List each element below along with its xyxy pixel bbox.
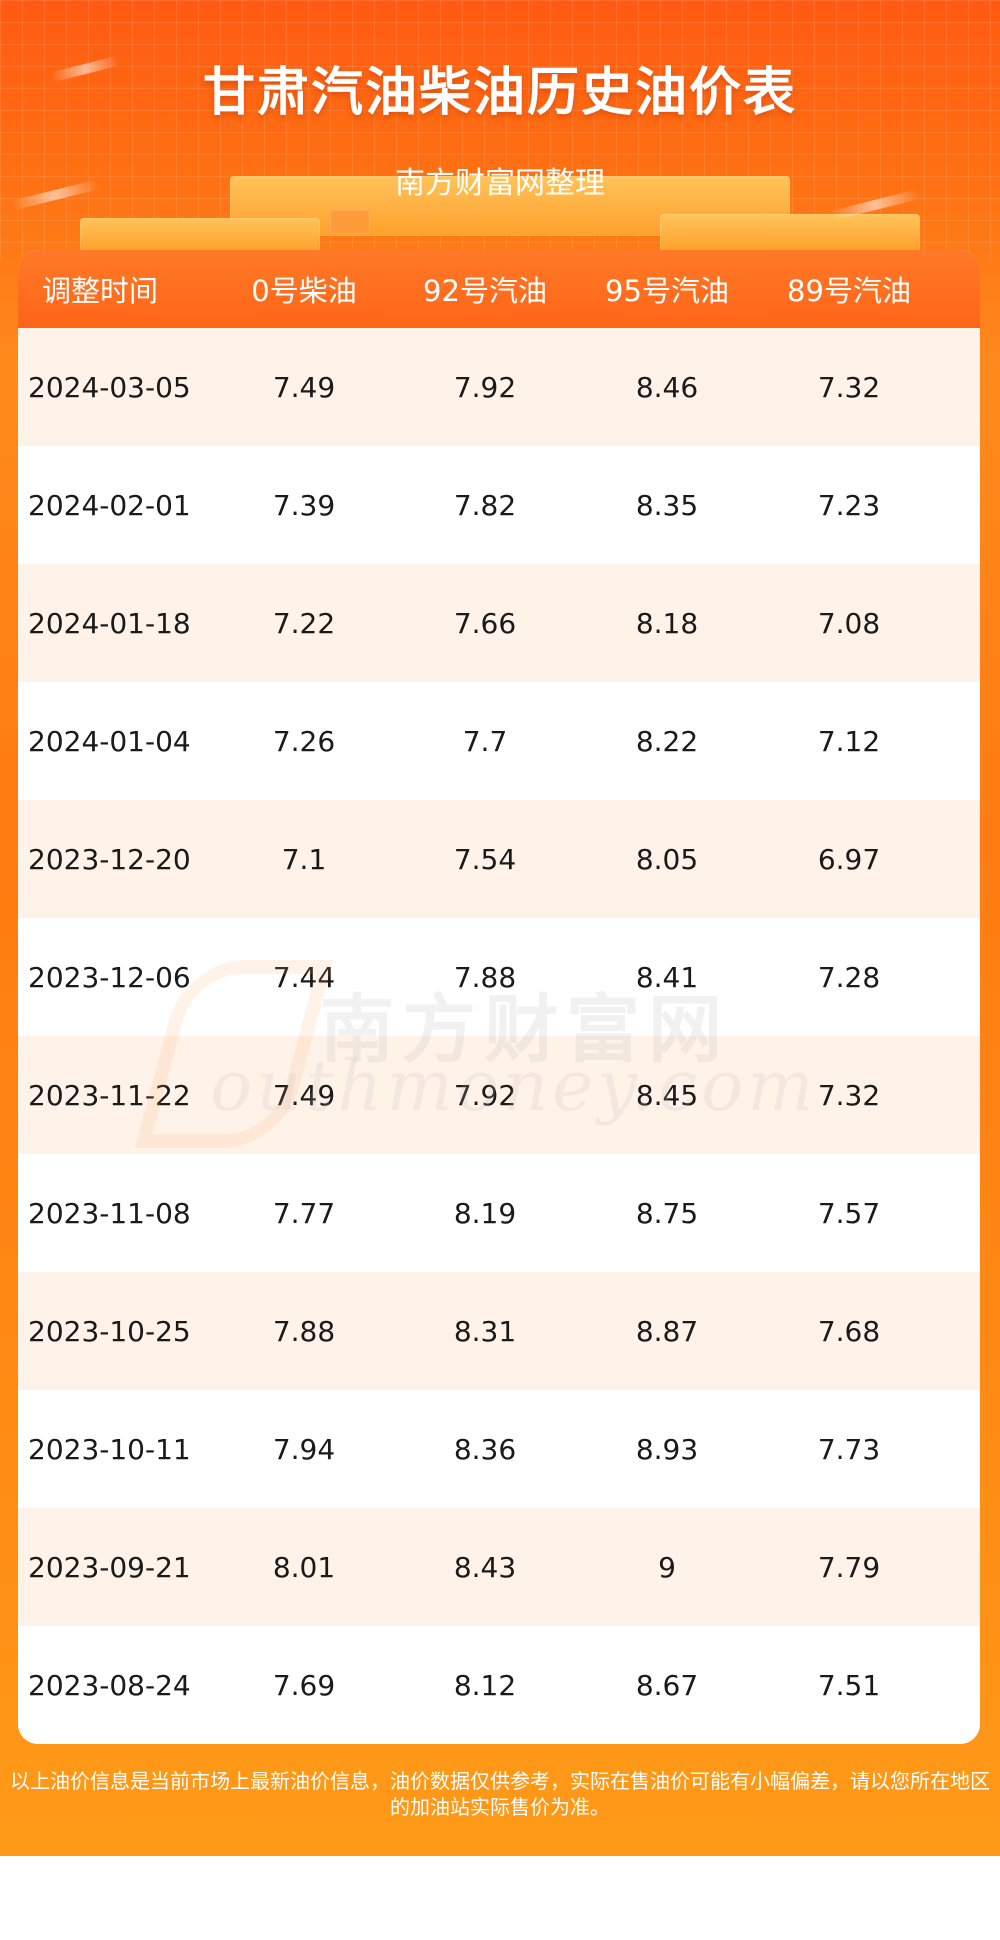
table-row: 2023-10-25 7.88 8.31 8.87 7.68 xyxy=(18,1272,980,1390)
cell-diesel-0: 7.49 xyxy=(272,370,336,404)
decor-block xyxy=(80,218,320,252)
cell-gasoline-89: 7.08 xyxy=(817,606,881,640)
cell-gasoline-95: 8.41 xyxy=(635,960,699,994)
cell-gasoline-95: 8.35 xyxy=(635,488,699,522)
cell-diesel-0: 7.1 xyxy=(281,842,327,876)
cell-gasoline-92: 8.19 xyxy=(453,1196,517,1230)
cell-gasoline-89: 7.57 xyxy=(817,1196,881,1230)
cell-gasoline-95: 8.22 xyxy=(635,724,699,758)
cell-gasoline-92: 8.36 xyxy=(453,1432,517,1466)
cell-gasoline-95: 8.18 xyxy=(635,606,699,640)
cell-gasoline-89: 7.73 xyxy=(817,1432,881,1466)
cell-gasoline-95: 8.45 xyxy=(635,1078,699,1112)
cell-gasoline-95: 8.67 xyxy=(635,1668,699,1702)
table-row: 2024-01-18 7.22 7.66 8.18 7.08 xyxy=(18,564,980,682)
cell-date: 2023-12-20 xyxy=(28,842,191,876)
cell-gasoline-95: 8.87 xyxy=(635,1314,699,1348)
cell-gasoline-95: 8.46 xyxy=(635,370,699,404)
cell-gasoline-95: 8.05 xyxy=(635,842,699,876)
cell-diesel-0: 7.22 xyxy=(272,606,336,640)
cell-gasoline-92: 7.7 xyxy=(462,724,508,758)
table-row: 2023-10-11 7.94 8.36 8.93 7.73 xyxy=(18,1390,980,1508)
cell-gasoline-89: 7.23 xyxy=(817,488,881,522)
cell-diesel-0: 7.77 xyxy=(272,1196,336,1230)
table-row: 2023-12-06 7.44 7.88 8.41 7.28 xyxy=(18,918,980,1036)
cell-diesel-0: 7.26 xyxy=(272,724,336,758)
cell-gasoline-89: 7.32 xyxy=(817,1078,881,1112)
cell-diesel-0: 8.01 xyxy=(272,1550,336,1584)
cell-gasoline-89: 7.79 xyxy=(817,1550,881,1584)
cell-gasoline-89: 7.32 xyxy=(817,370,881,404)
cell-date: 2024-01-18 xyxy=(28,606,191,640)
cell-date: 2023-10-11 xyxy=(28,1432,191,1466)
decor-block xyxy=(660,214,920,252)
cell-date: 2024-02-01 xyxy=(28,488,191,522)
table-row: 2024-02-01 7.39 7.82 8.35 7.23 xyxy=(18,446,980,564)
column-header-diesel-0: 0号柴油 xyxy=(251,274,357,308)
column-header-date: 调整时间 xyxy=(42,274,159,308)
cell-diesel-0: 7.44 xyxy=(272,960,336,994)
cell-date: 2023-10-25 xyxy=(28,1314,191,1348)
cell-date: 2024-03-05 xyxy=(28,370,191,404)
cell-gasoline-95: 8.75 xyxy=(635,1196,699,1230)
cell-gasoline-92: 7.92 xyxy=(453,1078,517,1112)
cell-gasoline-92: 7.54 xyxy=(453,842,517,876)
cell-diesel-0: 7.69 xyxy=(272,1668,336,1702)
cell-gasoline-92: 8.31 xyxy=(453,1314,517,1348)
cell-gasoline-92: 7.88 xyxy=(453,960,517,994)
cell-gasoline-89: 6.97 xyxy=(817,842,881,876)
cell-gasoline-89: 7.51 xyxy=(817,1668,881,1702)
cell-gasoline-92: 7.66 xyxy=(453,606,517,640)
page-subtitle: 南方财富网整理 xyxy=(395,166,605,201)
column-header-gasoline-92: 92号汽油 xyxy=(423,274,547,308)
cell-gasoline-95: 9 xyxy=(658,1550,676,1584)
cell-date: 2023-12-06 xyxy=(28,960,191,994)
cell-date: 2024-01-04 xyxy=(28,724,191,758)
cell-date: 2023-11-08 xyxy=(28,1196,191,1230)
cell-date: 2023-08-24 xyxy=(28,1668,191,1702)
column-header-gasoline-89: 89号汽油 xyxy=(787,274,911,308)
cell-gasoline-92: 8.43 xyxy=(453,1550,517,1584)
table-header: 调整时间 0号柴油 92号汽油 95号汽油 89号汽油 xyxy=(18,250,980,328)
cell-date: 2023-09-21 xyxy=(28,1550,191,1584)
column-header-gasoline-95: 95号汽油 xyxy=(605,274,729,308)
cell-diesel-0: 7.39 xyxy=(272,488,336,522)
cell-gasoline-89: 7.28 xyxy=(817,960,881,994)
decor-block xyxy=(330,210,370,234)
table-row: 2024-01-04 7.26 7.7 8.22 7.12 xyxy=(18,682,980,800)
cell-gasoline-89: 7.12 xyxy=(817,724,881,758)
cell-gasoline-92: 8.12 xyxy=(453,1668,517,1702)
table-row: 2023-11-22 7.49 7.92 8.45 7.32 xyxy=(18,1036,980,1154)
cell-diesel-0: 7.88 xyxy=(272,1314,336,1348)
table-row: 2023-12-20 7.1 7.54 8.05 6.97 xyxy=(18,800,980,918)
cell-diesel-0: 7.49 xyxy=(272,1078,336,1112)
page-title: 甘肃汽油柴油历史油价表 xyxy=(202,63,797,123)
cell-gasoline-89: 7.68 xyxy=(817,1314,881,1348)
table-row: 2023-09-21 8.01 8.43 9 7.79 xyxy=(18,1508,980,1626)
cell-diesel-0: 7.94 xyxy=(272,1432,336,1466)
disclaimer-note: 以上油价信息是当前市场上最新油价信息，油价数据仅供参考，实际在售油价可能有小幅偏… xyxy=(10,1769,990,1819)
table-row: 2023-11-08 7.77 8.19 8.75 7.57 xyxy=(18,1154,980,1272)
table-row: 2024-03-05 7.49 7.92 8.46 7.32 xyxy=(18,328,980,446)
cell-date: 2023-11-22 xyxy=(28,1078,191,1112)
cell-gasoline-92: 7.92 xyxy=(453,370,517,404)
cell-gasoline-92: 7.82 xyxy=(453,488,517,522)
table-row: 2023-08-24 7.69 8.12 8.67 7.51 xyxy=(18,1626,980,1744)
cell-gasoline-95: 8.93 xyxy=(635,1432,699,1466)
price-table: 调整时间 0号柴油 92号汽油 95号汽油 89号汽油 2024-03-05 7… xyxy=(18,250,980,1744)
